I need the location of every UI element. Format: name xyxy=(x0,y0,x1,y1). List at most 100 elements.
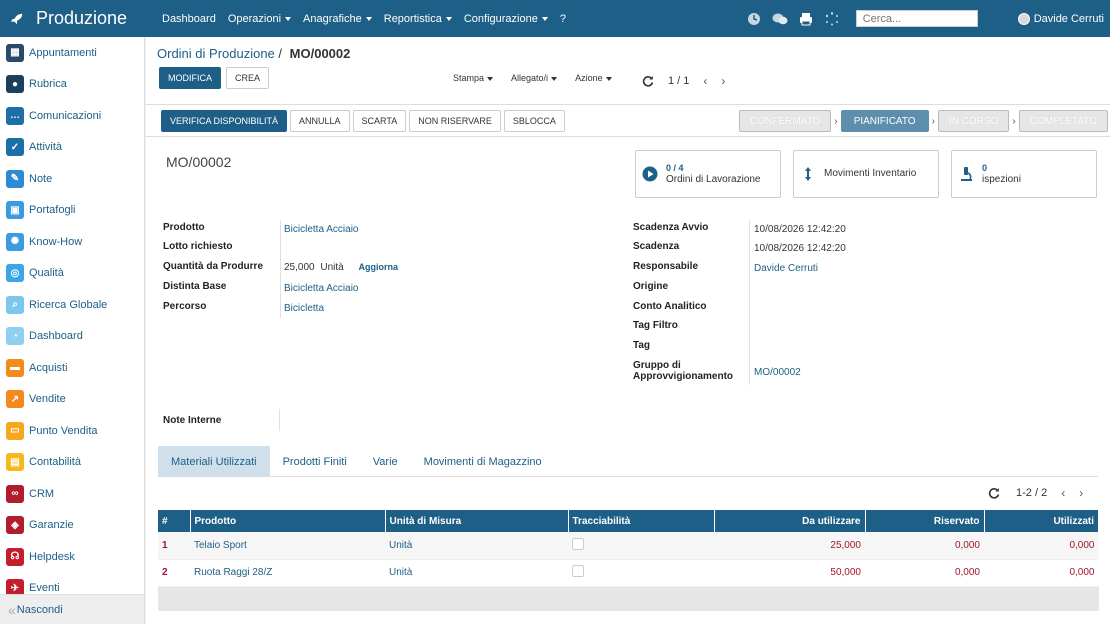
sidebar-item-qualit-[interactable]: ◎ Qualità xyxy=(0,258,144,290)
action-dropdown[interactable]: Azione xyxy=(575,73,612,83)
pager-previous-icon[interactable]: ‹ xyxy=(703,74,708,88)
table-pager-value[interactable]: 1-2 / 2 xyxy=(1016,487,1048,499)
tab-materiali-utilizzati[interactable]: Materiali Utilizzati xyxy=(158,446,270,477)
search-input[interactable] xyxy=(855,10,978,27)
table-row[interactable]: 1 Telaio Sport Unità 25,000 0,000 0,000 xyxy=(158,532,1099,560)
sidebar-item-eventi[interactable]: ✈ Eventi xyxy=(0,573,144,605)
sidebar-item-crm[interactable]: ∞ CRM xyxy=(0,478,144,510)
sidebar-item-ricerca-globale[interactable]: ⌕ Ricerca Globale xyxy=(0,289,144,321)
attachment-label: Allegato/i xyxy=(511,73,549,83)
menu-anagrafiche[interactable]: Anagrafiche xyxy=(303,13,372,25)
column-header-reserved[interactable]: Riservato xyxy=(865,510,985,532)
deadline-value[interactable]: 10/08/2026 12:42:20 xyxy=(754,243,846,254)
responsible-value[interactable]: Davide Cerruti xyxy=(754,263,818,274)
column-header-product[interactable]: Prodotto xyxy=(190,510,386,532)
tab-movimenti-magazzino[interactable]: Movimenti di Magazzino xyxy=(423,455,542,468)
tracking-checkbox[interactable] xyxy=(572,565,584,577)
menu-dashboard[interactable]: Dashboard xyxy=(162,13,216,25)
chat-icon[interactable] xyxy=(772,11,788,27)
inspections-smart-button[interactable]: 0 ispezioni xyxy=(951,150,1097,198)
workorders-smart-button[interactable]: 0 / 4 Ordini di Lavorazione xyxy=(635,150,781,198)
workorders-count: 0 / 4 xyxy=(666,163,684,173)
row-used: 0,000 xyxy=(984,559,1099,587)
sidebar-item-know-how[interactable]: ✺ Know-How xyxy=(0,226,144,258)
column-header-used[interactable]: Utilizzati xyxy=(984,510,1099,532)
procurement-group-value[interactable]: MO/00002 xyxy=(754,367,801,378)
sidebar-item-vendite[interactable]: ↗ Vendite xyxy=(0,384,144,416)
inventory-moves-smart-button[interactable]: Movimenti Inventario xyxy=(793,150,939,198)
contacts-icon: ● xyxy=(6,75,24,94)
sidebar-item-garanzie[interactable]: ◈ Garanzie xyxy=(0,510,144,542)
update-quantity-button[interactable]: Aggiorna xyxy=(358,262,399,272)
attachment-dropdown[interactable]: Allegato/i xyxy=(511,73,558,83)
hide-sidebar-button[interactable]: « Nascondi xyxy=(0,594,144,624)
tracking-checkbox[interactable] xyxy=(572,537,584,550)
pager-next-icon[interactable]: › xyxy=(1079,486,1084,500)
row-uom[interactable]: Unità xyxy=(385,532,568,560)
menu-operazioni[interactable]: Operazioni xyxy=(228,13,292,25)
dashboard-icon: ◔ xyxy=(6,327,24,346)
sidebar-item-label: Contabilità xyxy=(29,456,81,469)
row-product[interactable]: Telaio Sport xyxy=(190,532,385,560)
quantity-uom: Unità xyxy=(320,262,344,273)
start-date-value[interactable]: 10/08/2026 12:42:20 xyxy=(754,224,846,235)
stage-confermato[interactable]: CONFERMATO xyxy=(739,110,832,132)
unlock-button[interactable]: SBLOCCA xyxy=(503,110,565,132)
sidebar-item-rubrica[interactable]: ● Rubrica xyxy=(0,69,144,101)
menu-help[interactable]: ? xyxy=(560,13,566,25)
print-dropdown[interactable]: Stampa xyxy=(453,73,494,83)
stage-completato[interactable]: COMPLETATO xyxy=(1018,110,1108,132)
top-menu: Dashboard Operazioni Anagrafiche Reporti… xyxy=(162,13,578,25)
check-availability-button[interactable]: VERIFICA DISPONIBILITÀ xyxy=(161,110,288,132)
cancel-button[interactable]: ANNULLA xyxy=(290,110,350,132)
sidebar-item-note[interactable]: ✎ Note xyxy=(0,163,144,195)
edit-button[interactable]: MODIFICA xyxy=(159,67,221,89)
refresh-icon[interactable] xyxy=(988,487,1000,499)
menu-configurazione[interactable]: Configurazione xyxy=(464,13,548,25)
sidebar-item-label: Punto Vendita xyxy=(29,424,98,437)
stage-pianificato[interactable]: PIANIFICATO xyxy=(840,110,929,132)
row-product[interactable]: Ruota Raggi 28/Z xyxy=(190,559,385,587)
sidebar-item-portafogli[interactable]: ▣ Portafogli xyxy=(0,195,144,227)
breadcrumb-parent[interactable]: Ordini di Produzione xyxy=(157,46,275,61)
tab-varie[interactable]: Varie xyxy=(372,455,398,468)
workorders-label: Ordini di Lavorazione xyxy=(666,174,761,185)
column-header-index[interactable]: # xyxy=(158,510,191,532)
unreserve-button[interactable]: NON RISERVARE xyxy=(409,110,501,132)
print-label: Stampa xyxy=(453,73,485,83)
column-header-to-use[interactable]: Da utilizzare xyxy=(714,510,866,532)
menu-reportistica[interactable]: Reportistica xyxy=(384,13,452,25)
pager-next-icon[interactable]: › xyxy=(721,74,726,88)
user-menu[interactable]: Davide Cerruti xyxy=(1017,12,1104,25)
row-uom[interactable]: Unità xyxy=(385,559,568,587)
refresh-icon[interactable] xyxy=(642,75,654,87)
stage-in-corso[interactable]: IN CORSO xyxy=(937,110,1010,132)
routing-value[interactable]: Bicicletta xyxy=(284,303,325,314)
sidebar-item-appuntamenti[interactable]: ▦ Appuntamenti xyxy=(0,37,144,69)
field-divider xyxy=(279,409,280,431)
sidebar-item-helpdesk[interactable]: ☊ Helpdesk xyxy=(0,541,144,573)
sidebar-item-dashboard[interactable]: ◔ Dashboard xyxy=(0,321,144,353)
analytic-account-label: Conto Analitico xyxy=(633,301,707,312)
pos-icon: ▭ xyxy=(6,421,24,440)
product-value[interactable]: Bicicletta Acciaio xyxy=(284,224,359,235)
print-icon[interactable] xyxy=(798,11,814,27)
create-button[interactable]: CREA xyxy=(226,67,270,89)
column-header-uom[interactable]: Unità di Misura xyxy=(385,510,569,532)
pager-value[interactable]: 1 / 1 xyxy=(668,75,690,87)
sidebar-item-comunicazioni[interactable]: … Comunicazioni xyxy=(0,100,144,132)
field-divider xyxy=(280,220,281,318)
brand[interactable]: Produzione xyxy=(0,8,150,29)
bom-value[interactable]: Bicicletta Acciaio xyxy=(284,283,359,294)
clock-icon[interactable] xyxy=(746,11,762,27)
sidebar-item-contabilit-[interactable]: ▤ Contabilità xyxy=(0,447,144,479)
table-row[interactable]: 2 Ruota Raggi 28/Z Unità 50,000 0,000 0,… xyxy=(158,559,1099,587)
column-header-tracking[interactable]: Tracciabilità xyxy=(568,510,715,532)
pager-previous-icon[interactable]: ‹ xyxy=(1061,486,1066,500)
scrap-button[interactable]: SCARTA xyxy=(352,110,407,132)
sidebar-item-attivit-[interactable]: ✓ Attività xyxy=(0,132,144,164)
shield-icon: ◈ xyxy=(6,516,24,535)
sidebar-item-punto-vendita[interactable]: ▭ Punto Vendita xyxy=(0,415,144,447)
tab-prodotti-finiti[interactable]: Prodotti Finiti xyxy=(282,455,347,468)
sidebar-item-acquisti[interactable]: ▬ Acquisti xyxy=(0,352,144,384)
